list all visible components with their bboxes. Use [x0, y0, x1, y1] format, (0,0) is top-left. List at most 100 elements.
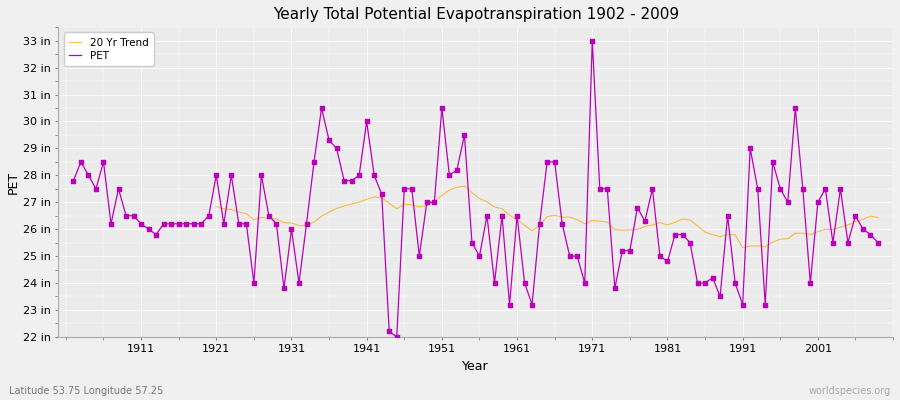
PET: [452, 168, 463, 172]
Point: [390, 334, 404, 340]
Point: [457, 132, 472, 138]
Y-axis label: PET: PET: [7, 170, 20, 194]
Point: [713, 293, 727, 300]
Point: [307, 159, 321, 165]
Point: [690, 280, 705, 286]
PET: [775, 186, 786, 191]
Point: [345, 178, 359, 184]
Point: [480, 212, 494, 219]
20 Yr Trend: [346, 202, 357, 206]
Point: [322, 137, 337, 144]
Point: [292, 280, 306, 286]
Point: [300, 220, 314, 227]
Point: [502, 301, 517, 308]
Point: [578, 280, 592, 286]
Point: [675, 231, 689, 238]
Point: [450, 167, 464, 173]
Point: [157, 220, 171, 227]
Point: [600, 186, 615, 192]
Point: [540, 159, 554, 165]
PET: [196, 221, 207, 226]
PET: [392, 334, 402, 339]
Point: [89, 186, 104, 192]
Point: [284, 226, 299, 232]
Point: [871, 240, 886, 246]
Point: [818, 186, 832, 192]
X-axis label: Year: Year: [463, 360, 489, 373]
Point: [464, 240, 479, 246]
Point: [645, 186, 660, 192]
Point: [547, 159, 562, 165]
Point: [615, 248, 629, 254]
20 Yr Trend: [474, 196, 485, 201]
Point: [533, 220, 547, 227]
Point: [277, 285, 292, 292]
Point: [164, 220, 178, 227]
Point: [405, 186, 419, 192]
Point: [112, 186, 126, 192]
Point: [825, 240, 840, 246]
20 Yr Trend: [459, 184, 470, 188]
Point: [217, 220, 231, 227]
Point: [352, 172, 366, 178]
Point: [337, 178, 351, 184]
Line: PET: PET: [74, 41, 878, 337]
Point: [698, 280, 712, 286]
Point: [773, 186, 788, 192]
Point: [796, 186, 810, 192]
Point: [472, 253, 487, 259]
Point: [788, 105, 803, 111]
Point: [254, 172, 268, 178]
Point: [863, 231, 878, 238]
Point: [247, 280, 261, 286]
Point: [148, 231, 163, 238]
Point: [134, 220, 148, 227]
Point: [668, 231, 682, 238]
Point: [382, 328, 396, 335]
Point: [856, 226, 870, 232]
Point: [435, 105, 449, 111]
Point: [562, 253, 577, 259]
Point: [74, 159, 88, 165]
Point: [209, 172, 223, 178]
Point: [428, 199, 442, 206]
PET: [587, 38, 598, 43]
Point: [81, 172, 95, 178]
PET: [722, 213, 733, 218]
Point: [119, 212, 133, 219]
Point: [720, 212, 734, 219]
Point: [359, 118, 374, 125]
Point: [442, 172, 456, 178]
Point: [780, 199, 795, 206]
Point: [224, 172, 238, 178]
Point: [638, 218, 652, 224]
Point: [518, 280, 532, 286]
Point: [751, 186, 765, 192]
Text: Latitude 53.75 Longitude 57.25: Latitude 53.75 Longitude 57.25: [9, 386, 163, 396]
Point: [585, 38, 599, 44]
Point: [314, 105, 328, 111]
Point: [683, 240, 698, 246]
Point: [329, 145, 344, 152]
PET: [790, 106, 801, 110]
Point: [510, 212, 525, 219]
Point: [96, 159, 111, 165]
20 Yr Trend: [211, 204, 221, 209]
20 Yr Trend: [737, 246, 748, 250]
Point: [570, 253, 584, 259]
Point: [833, 186, 848, 192]
PET: [150, 232, 161, 237]
Point: [412, 253, 427, 259]
Line: 20 Yr Trend: 20 Yr Trend: [216, 186, 878, 248]
Point: [706, 274, 720, 281]
Point: [592, 186, 607, 192]
20 Yr Trend: [557, 215, 568, 220]
Point: [849, 212, 863, 219]
Point: [735, 301, 750, 308]
Point: [126, 212, 140, 219]
Point: [67, 178, 81, 184]
Point: [194, 220, 209, 227]
Point: [766, 159, 780, 165]
Point: [202, 212, 216, 219]
Point: [803, 280, 817, 286]
